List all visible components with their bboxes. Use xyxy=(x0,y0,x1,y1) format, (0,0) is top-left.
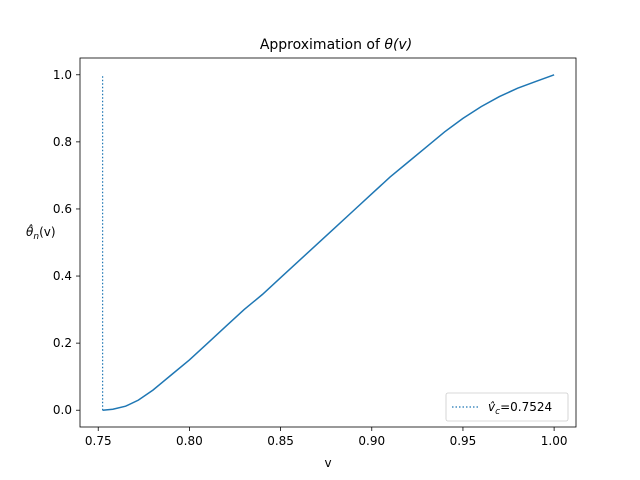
legend-box xyxy=(445,392,569,422)
axes-frame xyxy=(79,57,577,428)
x-tick-label: 0.95 xyxy=(450,434,477,448)
chart-title: Approximation of θ(v) xyxy=(260,37,412,53)
x-tick-label: 0.80 xyxy=(176,434,203,448)
y-tick-label: 0.2 xyxy=(53,336,72,350)
y-tick-label: 0.6 xyxy=(53,202,72,216)
x-tick-label: 0.85 xyxy=(267,434,294,448)
y-tick-label: 0.4 xyxy=(53,269,72,283)
y-tick-label: 1.0 xyxy=(53,68,72,82)
x-tick-label: 0.75 xyxy=(85,434,112,448)
y-ticks: 0.0 0.2 0.4 0.6 0.8 1.0 xyxy=(53,68,80,417)
y-axis-label: θ̂n(v) xyxy=(26,223,56,242)
x-axis-label: v xyxy=(324,456,331,470)
y-tick-label: 0.8 xyxy=(53,135,72,149)
legend-label: v̂c=0.7524 xyxy=(488,400,552,417)
theta-hat-line xyxy=(102,74,555,411)
plot-area: 0.75 0.80 0.85 0.90 0.95 1.00 0.0 0.2 0.4 0.6 0.8… xyxy=(53,57,577,448)
x-ticks: 0.75 0.80 0.85 0.90 0.95 1.00 xyxy=(85,427,568,448)
y-tick-label: 0.0 xyxy=(53,403,72,417)
x-tick-label: 0.90 xyxy=(358,434,385,448)
x-tick-label: 1.00 xyxy=(541,434,568,448)
legend: v̂c=0.7524 xyxy=(445,392,569,422)
